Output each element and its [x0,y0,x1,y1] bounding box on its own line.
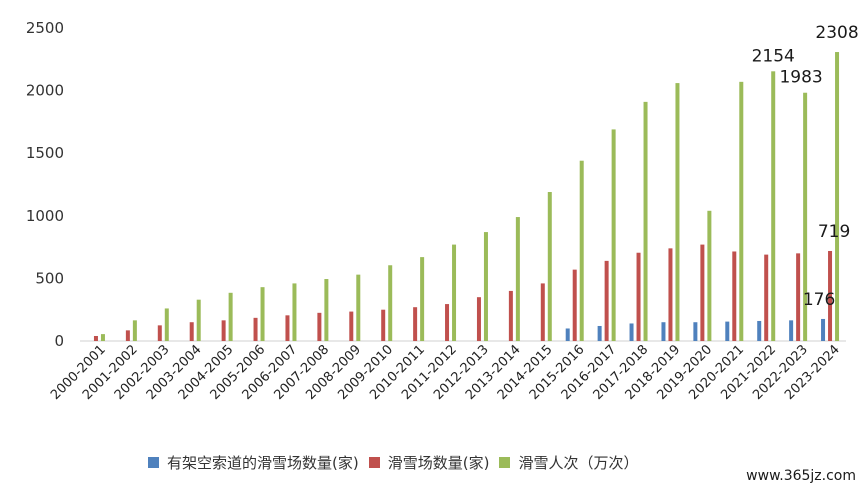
bar-series-2-2001-2002 [132,320,137,341]
bar-series-1-2019-2020 [700,244,705,341]
bar-series-1-2022-2023 [796,253,801,341]
watermark-text: www.365jz.com [746,468,856,484]
bar-series-2-2005-2006 [260,287,265,341]
bar-series-1-2000-2001 [93,335,98,341]
bar-series-2-2000-2001 [100,334,105,341]
y-tick-label: 2500 [26,19,64,37]
bar-series-1-2002-2003 [157,325,162,341]
y-tick-label: 0 [54,332,64,350]
legend-swatch-ski-resorts [368,457,380,468]
bar-series-1-2012-2013 [476,297,481,341]
bars [93,52,840,342]
y-axis-ticks: 0 500 1000 1500 2000 2500 [26,19,64,350]
bar-series-1-2010-2011 [413,307,418,341]
data-label: 2308 [815,23,858,43]
bar-series-1-2017-2018 [636,252,641,341]
bar-series-2-2023-2024 [835,52,840,342]
bar-series-1-2007-2008 [317,312,322,341]
y-tick-label: 2000 [26,82,64,100]
legend-label-cableway-resorts: 有架空索道的滑雪场数量(家) [167,454,359,472]
bar-series-1-2016-2017 [604,260,609,341]
legend-label-skier-visits: 滑雪人次（万次） [518,454,639,472]
bar-series-1-2006-2007 [285,315,290,341]
bar-series-2-2006-2007 [292,283,297,341]
bar-series-1-2009-2010 [381,309,386,341]
bar-series-2-2017-2018 [643,101,648,341]
bar-series-2-2009-2010 [388,265,393,341]
legend-label-ski-resorts: 滑雪场数量(家) [387,454,490,472]
bar-series-2-2003-2004 [196,299,201,341]
y-tick-label: 500 [35,269,64,287]
bar-series-2-2011-2012 [452,244,457,341]
bar-series-1-2011-2012 [445,304,450,341]
bar-series-0-2020-2021 [725,321,730,341]
legend-item-ski-resorts: 滑雪场数量(家) [368,452,490,473]
bar-series-2-2022-2023 [803,92,808,342]
x-axis-ticks: 2000-20012001-20022002-20032003-20042004… [48,342,843,403]
bar-series-0-2017-2018 [629,323,634,341]
bar-series-1-2008-2009 [349,311,354,341]
bar-series-1-2005-2006 [253,317,258,341]
bar-series-2-2019-2020 [707,210,712,341]
bar-series-2-2002-2003 [164,308,169,341]
legend: 有架空索道的滑雪场数量(家) 滑雪场数量(家) 滑雪人次（万次） [148,452,638,473]
bar-series-2-2008-2009 [356,274,361,341]
data-label: 1983 [779,68,822,88]
bar-series-2-2015-2016 [579,160,584,341]
bar-series-2-2012-2013 [483,232,488,341]
bar-series-1-2018-2019 [668,248,673,341]
bar-series-1-2001-2002 [125,330,130,341]
bar-series-2-2018-2019 [675,83,680,341]
bar-series-0-2015-2016 [565,328,570,341]
bar-series-1-2023-2024 [828,250,833,341]
bar-series-2-2016-2017 [611,129,616,341]
bar-series-0-2021-2022 [757,320,762,341]
bar-series-0-2019-2020 [693,322,698,341]
legend-swatch-skier-visits [499,457,511,468]
bar-series-2-2020-2021 [739,81,744,341]
bar-series-2-2013-2014 [515,217,520,341]
y-tick-label: 1500 [26,144,64,162]
bar-series-2-2021-2022 [771,71,776,341]
bar-series-2-2014-2015 [547,192,552,341]
bar-series-1-2014-2015 [540,283,545,341]
bar-series-2-2004-2005 [228,292,233,341]
bar-series-1-2020-2021 [732,251,737,341]
bar-series-0-2016-2017 [597,325,602,341]
bar-series-1-2013-2014 [508,290,513,341]
bar-series-1-2003-2004 [189,322,194,341]
bar-series-1-2021-2022 [764,254,769,341]
bar-series-1-2015-2016 [572,269,577,341]
bar-series-0-2018-2019 [661,322,666,341]
bar-series-0-2022-2023 [789,320,794,341]
bar-series-0-2023-2024 [821,318,826,341]
legend-swatch-cableway-resorts [148,457,159,468]
data-label: 176 [803,290,835,310]
y-tick-label: 1000 [26,207,64,225]
bar-series-2-2007-2008 [324,279,329,341]
bar-series-2-2010-2011 [420,257,425,341]
data-label: 2154 [752,46,795,66]
legend-item-skier-visits: 滑雪人次（万次） [499,452,638,473]
data-label: 719 [818,222,850,242]
legend-item-cableway-resorts: 有架空索道的滑雪场数量(家) [148,452,359,473]
bar-series-1-2004-2005 [221,320,226,341]
